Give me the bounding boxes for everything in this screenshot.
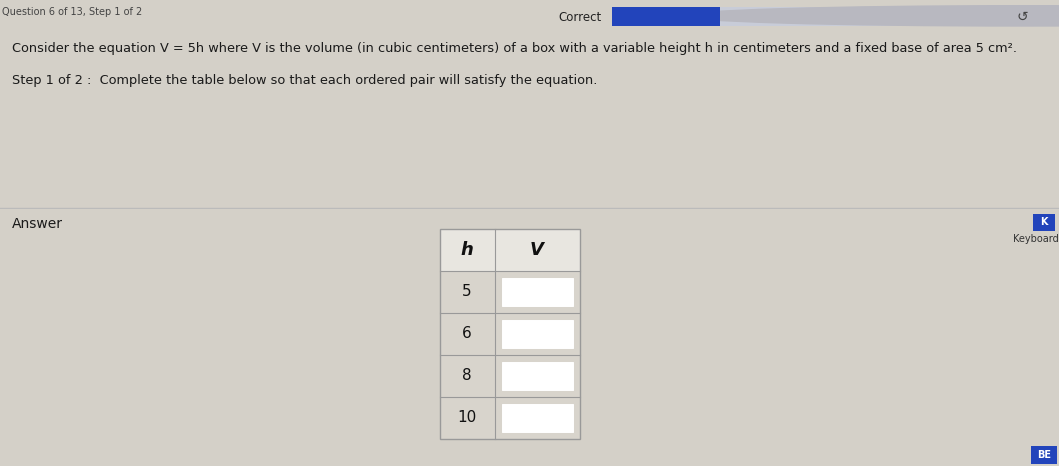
Bar xyxy=(502,362,573,390)
Bar xyxy=(439,229,579,271)
Text: Keyboard Sh: Keyboard Sh xyxy=(1013,234,1059,244)
Bar xyxy=(439,229,579,439)
Bar xyxy=(502,278,573,306)
Circle shape xyxy=(683,6,1059,26)
Text: ↺: ↺ xyxy=(1017,9,1027,23)
Bar xyxy=(439,271,579,313)
Text: 10: 10 xyxy=(457,410,477,425)
Bar xyxy=(612,7,940,26)
Text: Correct: Correct xyxy=(558,11,602,24)
Text: Answer: Answer xyxy=(12,217,62,231)
Text: h: h xyxy=(461,241,473,259)
Bar xyxy=(439,355,579,397)
Text: 5: 5 xyxy=(462,284,472,299)
Text: V: V xyxy=(531,241,544,259)
Bar xyxy=(439,397,579,439)
Text: BE: BE xyxy=(1037,450,1051,460)
Bar xyxy=(612,7,720,26)
Bar xyxy=(502,320,573,348)
Bar xyxy=(1033,214,1055,231)
Bar xyxy=(1031,446,1057,464)
Text: K: K xyxy=(1040,217,1047,227)
Text: Step 1 of 2 :  Complete the table below so that each ordered pair will satisfy t: Step 1 of 2 : Complete the table below s… xyxy=(12,74,597,87)
Text: 6: 6 xyxy=(462,326,472,341)
Bar xyxy=(439,313,579,355)
Text: Question 6 of 13, Step 1 of 2: Question 6 of 13, Step 1 of 2 xyxy=(2,7,142,17)
Text: Consider the equation V = 5h where V is the volume (in cubic centimeters) of a b: Consider the equation V = 5h where V is … xyxy=(12,41,1017,55)
Bar xyxy=(502,404,573,432)
Text: 8: 8 xyxy=(462,368,472,383)
